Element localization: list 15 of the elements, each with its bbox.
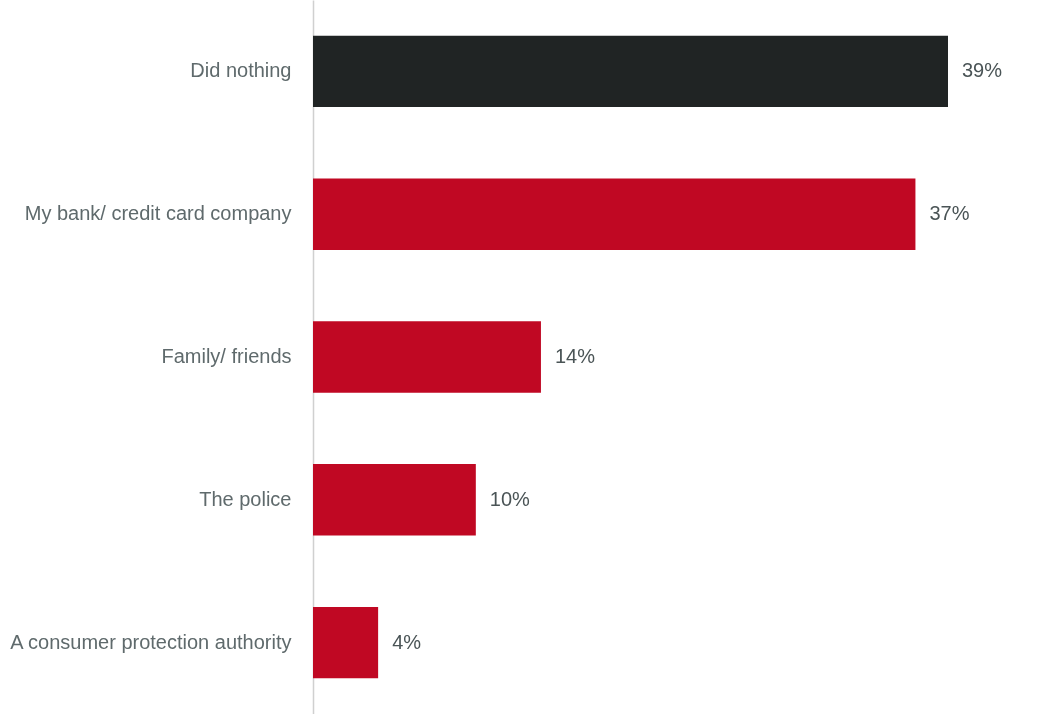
y-tick-label: Family/ friends [161, 345, 292, 367]
data-label: 10% [489, 487, 531, 510]
y-tick-label: A consumer protection authority [10, 630, 292, 653]
data-label: 37% [929, 202, 970, 225]
bar [313, 321, 541, 393]
bar [313, 178, 916, 250]
data-label: 4% [392, 630, 422, 653]
bar [313, 606, 379, 679]
y-tick-label: Did nothing [190, 59, 292, 82]
data-label: 14% [554, 345, 596, 367]
bar [313, 35, 948, 108]
y-tick-label: My bank/ credit card company [24, 202, 292, 225]
data-label: 39% [962, 59, 1003, 82]
y-tick-label: The police [199, 487, 292, 510]
bar [313, 464, 476, 536]
